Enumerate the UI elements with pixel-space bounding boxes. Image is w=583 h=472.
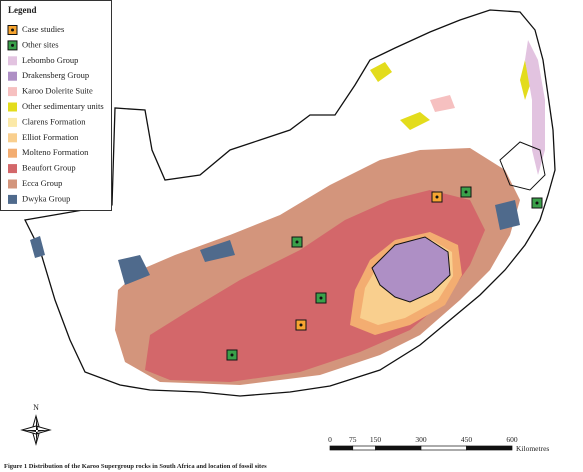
legend-label: Ecca Group <box>22 178 62 188</box>
legend-label: Clarens Formation <box>22 116 86 126</box>
north-label: N <box>33 403 39 412</box>
beaufort-group <box>145 190 485 382</box>
legend-label: Karoo Dolerite Suite <box>22 86 93 96</box>
legend-swatch <box>8 117 17 127</box>
scale-label: 75 <box>349 435 357 444</box>
legend-label: Other sites <box>22 39 59 49</box>
scale-segment <box>375 445 422 451</box>
karoo-dolerite <box>430 95 455 112</box>
legend-swatch <box>8 164 17 174</box>
scale-segment <box>352 445 376 451</box>
other-sedimentary-units <box>370 60 530 130</box>
legend-label: Molteno Formation <box>22 147 89 157</box>
legend-label: Drakensberg Group <box>22 70 89 80</box>
legend-label: Elliot Formation <box>22 132 79 142</box>
scale-segment <box>420 445 467 451</box>
legend-label: Other sedimentary units <box>22 101 104 111</box>
legend-box <box>0 0 112 211</box>
legend-swatch <box>8 179 17 189</box>
scale-unit: Kilometres <box>516 444 549 453</box>
legend-label: Beaufort Group <box>22 163 76 173</box>
scale-segment <box>329 445 354 451</box>
legend-swatch <box>8 148 17 158</box>
scale-segment <box>466 445 513 451</box>
scale-label: 450 <box>461 435 473 444</box>
drakensberg-group <box>371 236 451 303</box>
lebombo-group <box>525 40 545 175</box>
sites <box>226 186 543 361</box>
legend-swatch <box>8 56 17 66</box>
legend-label: Dwyka Group <box>22 193 70 203</box>
scale-label: 300 <box>415 435 427 444</box>
legend-title: Legend <box>8 5 37 15</box>
legend-swatch <box>8 194 17 204</box>
legend-swatch <box>8 71 17 81</box>
legend: Legend Case studies Other sites Lebombo Gr… <box>0 0 112 211</box>
map-base <box>24 9 556 397</box>
scale-label: 150 <box>370 435 382 444</box>
legend-swatch <box>8 133 17 143</box>
legend-marker-dot <box>11 28 14 32</box>
scale-label: 0 <box>328 435 332 444</box>
legend-label: Lebombo Group <box>22 55 78 65</box>
north-arrow: N <box>20 403 52 446</box>
legend-swatch <box>8 87 17 97</box>
legend-swatch <box>8 102 17 112</box>
legend-marker-dot <box>11 43 14 47</box>
caption: Figure 1 Distribution of the Karoo Super… <box>4 463 267 470</box>
legend-label: Case studies <box>22 24 64 34</box>
swaziland-border <box>499 141 546 191</box>
scale-label: 600 <box>506 435 518 444</box>
